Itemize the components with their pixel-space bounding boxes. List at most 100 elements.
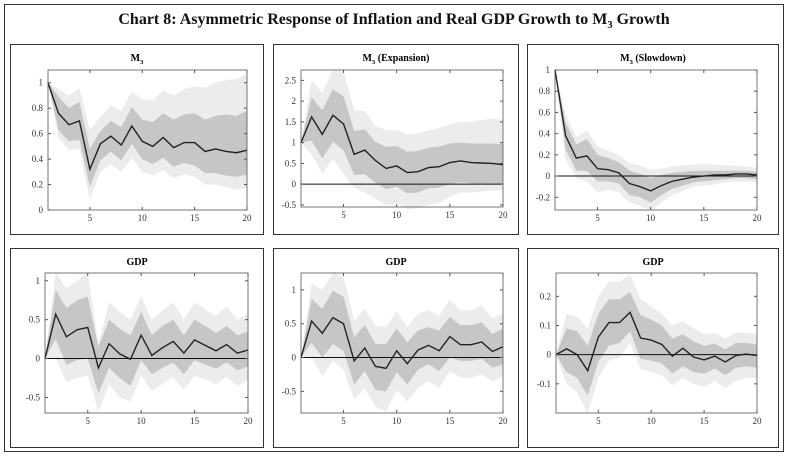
y-tick-label: 1	[36, 276, 41, 286]
y-tick-label: -0.5	[282, 386, 297, 396]
y-tick-label: -0.1	[537, 379, 551, 389]
x-tick-label: 5	[596, 416, 601, 426]
panel-title: M3	[11, 53, 263, 66]
panel-title-main: GDP	[385, 257, 407, 268]
inner-confidence-band	[48, 82, 247, 188]
x-tick-label: 10	[646, 213, 656, 223]
y-tick-label: 0	[547, 350, 552, 360]
x-tick-label: 5	[341, 416, 346, 426]
x-tick-label: 10	[647, 416, 657, 426]
panel-title: GDP	[274, 257, 518, 270]
x-tick-label: 20	[753, 213, 763, 223]
inner-confidence-band	[301, 89, 503, 194]
inner-confidence-band	[301, 290, 503, 392]
y-tick-label: 0.5	[285, 158, 297, 168]
y-tick-label: 0.5	[285, 319, 297, 329]
x-tick-label: 5	[85, 416, 90, 426]
x-tick-label: 20	[499, 416, 509, 426]
panel-title-rest: (Expansion)	[375, 53, 430, 64]
x-tick-label: 15	[190, 213, 200, 223]
x-tick-label: 20	[243, 213, 253, 223]
panel-title-main: GDP	[126, 257, 148, 268]
y-tick-label: 1	[292, 285, 297, 295]
chart-frame	[4, 4, 784, 452]
x-tick-label: 5	[88, 213, 93, 223]
plot-axes-box	[300, 272, 504, 414]
y-tick-label: 0.2	[540, 291, 551, 301]
x-tick-label: 20	[244, 416, 254, 426]
x-tick-label: 20	[753, 416, 763, 426]
y-tick-label: -0.5	[26, 392, 41, 402]
y-tick-label: 1	[39, 78, 44, 88]
y-tick-label: 0	[292, 179, 297, 189]
median-response-line	[47, 82, 248, 172]
y-tick-label: 0	[36, 354, 41, 364]
x-tick-label: 10	[137, 416, 147, 426]
x-tick-label: 10	[392, 416, 402, 426]
y-tick-label: 0	[292, 353, 297, 363]
y-tick-label: 0.4	[539, 129, 551, 139]
median-response-line	[44, 312, 249, 370]
y-tick-label: 1	[546, 65, 551, 75]
x-tick-label: 5	[341, 210, 346, 220]
panel-title-subscript: 3	[372, 59, 376, 66]
panel-title-main: M	[620, 53, 630, 64]
plot-axes-box	[44, 272, 249, 414]
median-response-line	[300, 114, 504, 174]
x-tick-label: 15	[445, 416, 455, 426]
chart-title: Chart 8: Asymmetric Response of Inflatio…	[0, 11, 788, 31]
inner-confidence-band	[45, 290, 248, 394]
panel-title-main: M	[130, 53, 141, 64]
x-tick-label: 15	[445, 210, 455, 220]
plot-axes-box	[300, 69, 504, 208]
y-tick-label: 0.4	[32, 154, 44, 164]
y-tick-label: 1.5	[285, 117, 297, 127]
y-tick-label: 0	[546, 171, 551, 181]
panel-title: M3 (Expansion)	[274, 53, 518, 66]
y-tick-label: 0.6	[539, 107, 551, 117]
x-tick-label: 10	[138, 213, 148, 223]
panel-title-subscript: 3	[629, 59, 633, 66]
chart-title-rest: Growth	[612, 11, 670, 28]
panel-title: GDP	[11, 257, 263, 270]
y-tick-label: -0.5	[282, 200, 297, 210]
panel-title: GDP	[528, 257, 778, 270]
x-tick-label: 10	[392, 210, 402, 220]
x-tick-label: 15	[190, 416, 200, 426]
y-tick-label: 2.5	[285, 75, 297, 85]
x-tick-label: 15	[700, 416, 710, 426]
plot-axes-box	[47, 69, 248, 211]
plot-axes-box	[554, 69, 758, 211]
chart-title-subscript: 3	[607, 20, 613, 32]
panel-title: M3 (Slowdown)	[528, 53, 778, 66]
y-tick-label: 0.2	[32, 180, 43, 190]
x-tick-label: 15	[699, 213, 709, 223]
y-tick-label: -0.2	[536, 192, 550, 202]
x-tick-label: 20	[499, 210, 509, 220]
panel-title-rest: (Slowdown)	[632, 53, 686, 64]
y-tick-label: 2	[292, 96, 297, 106]
panel-title-subscript: 3	[140, 59, 144, 66]
median-response-line	[554, 69, 758, 192]
y-tick-label: 0.8	[32, 103, 44, 113]
chart-title-main: Chart 8: Asymmetric Response of Inflatio…	[118, 11, 608, 28]
plot-axes-box	[555, 272, 758, 414]
y-tick-label: 0.5	[29, 315, 41, 325]
panel-title-main: GDP	[642, 257, 664, 268]
y-tick-label: 0	[39, 205, 44, 215]
inner-confidence-band	[556, 291, 757, 396]
median-response-line	[300, 316, 504, 370]
y-tick-label: 1	[292, 138, 297, 148]
y-tick-label: 0.2	[539, 150, 550, 160]
panel-title-main: M	[362, 53, 372, 64]
median-response-line	[555, 311, 758, 373]
x-tick-label: 5	[595, 213, 600, 223]
y-tick-label: 0.1	[540, 321, 551, 331]
y-tick-label: 0.8	[539, 86, 551, 96]
